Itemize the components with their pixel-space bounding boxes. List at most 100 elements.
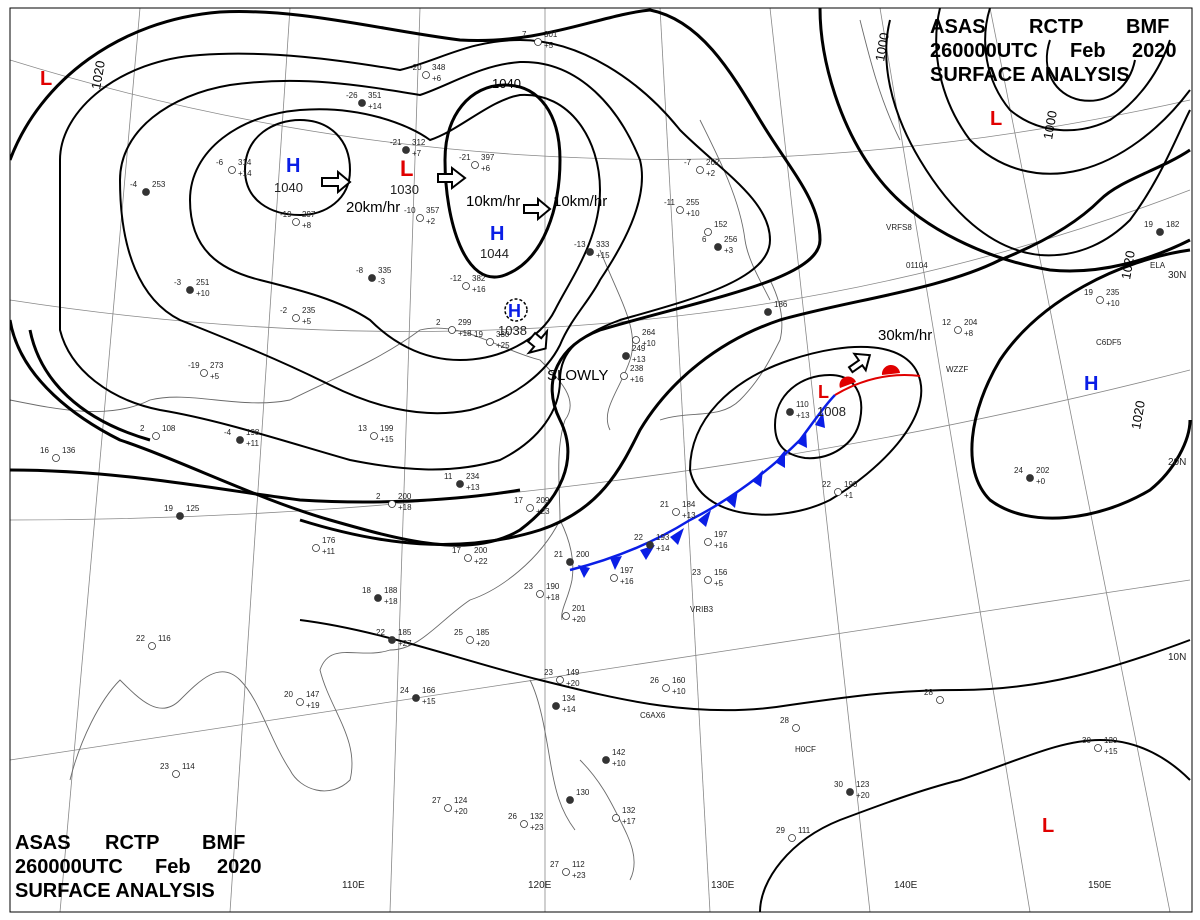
station-plot: 176+11: [312, 536, 336, 556]
station-tendency: +5: [714, 579, 724, 588]
station-plot: 11 234 +13: [444, 472, 480, 492]
ship-id: VRFS8: [886, 223, 912, 232]
station-pressure: 160: [672, 676, 686, 685]
station-circle: [586, 248, 594, 256]
station-circle: [186, 286, 194, 294]
station-pressure: 262: [706, 158, 720, 167]
ship-id: WZZF: [946, 365, 968, 374]
station-plot: 12 204 +8: [942, 318, 978, 338]
station-plot: 27 112 +23: [550, 860, 586, 880]
station-plot: -19 297 +8: [280, 210, 316, 230]
station-pressure: 335: [378, 266, 392, 275]
isobars: [10, 8, 1192, 912]
station-tendency: +20: [572, 615, 586, 624]
high-value: 1040: [274, 180, 303, 195]
station-plot: 28: [780, 716, 800, 732]
station-plot: 13 199 +15: [358, 424, 394, 444]
station-tendency: +6: [481, 164, 491, 173]
station-circle: [954, 326, 962, 334]
station-plot: 22 193 +14: [634, 533, 670, 553]
ship-ids: VRFS8 01104 WZZF C6DF5 ELA VRIB3 C6AX6 H…: [640, 223, 1166, 754]
station-tendency: +16: [472, 285, 486, 294]
high-center: H: [490, 223, 504, 245]
isobar-label: 1020: [1118, 249, 1138, 280]
station-circle: [416, 214, 424, 222]
station-pressure: 182: [1166, 220, 1180, 229]
station-circle: [402, 146, 410, 154]
motion-label: SLOWLY: [547, 367, 608, 384]
station-circle: [388, 636, 396, 644]
station-plot: -7 262 +2: [684, 158, 720, 178]
motion-label: 10km/hr: [553, 193, 607, 210]
station-circle: [552, 702, 560, 710]
station-circle: [374, 594, 382, 602]
station-temp: 22: [822, 480, 831, 489]
lon-label: 110E: [342, 880, 365, 891]
station-pressure: 204: [964, 318, 978, 327]
station-tendency: +2: [706, 169, 716, 178]
station-tendency: +20: [476, 639, 490, 648]
station-circle: [368, 274, 376, 282]
station-circle: [662, 684, 670, 692]
station-tendency: +20: [566, 679, 580, 688]
station-temp: 20: [284, 690, 293, 699]
station-temp: 17: [514, 496, 523, 505]
station-circle: [1096, 296, 1104, 304]
station-tendency: +8: [302, 221, 312, 230]
low-center: L: [40, 68, 52, 90]
station-circle: [176, 512, 184, 520]
station-tendency: +10: [642, 339, 656, 348]
station-pressure: 299: [458, 318, 472, 327]
station-circle: [704, 228, 712, 236]
isobar-label: 1000: [872, 31, 892, 62]
station-temp: -12: [450, 274, 462, 283]
station-tendency: +20: [856, 791, 870, 800]
station-pressure: 202: [1036, 466, 1050, 475]
station-temp: 26: [508, 812, 517, 821]
station-circle: [834, 488, 842, 496]
station-tendency: +18: [384, 597, 398, 606]
station-circle: [1156, 228, 1164, 236]
station-tendency: +11: [322, 547, 336, 556]
station-circle: [358, 99, 366, 107]
station-plot: 21 184 +13: [660, 500, 696, 520]
station-temp: 30: [1082, 736, 1091, 745]
station-circle: [412, 694, 420, 702]
motion-arrows: [321, 165, 872, 374]
station-tendency: +10: [1106, 299, 1120, 308]
station-tendency: +23: [530, 823, 544, 832]
station-temp: -4: [224, 428, 232, 437]
station-pressure: 235: [1106, 288, 1120, 297]
station-pressure: 301: [544, 30, 558, 39]
station-plot: -3 251 +10: [174, 278, 210, 298]
station-circle: [172, 770, 180, 778]
station-tendency: +17: [622, 817, 636, 826]
station-plot: 201+20: [562, 604, 586, 624]
station-plot: -10 357 +2: [404, 206, 440, 226]
station-circle: [714, 243, 722, 251]
lon-label: 130E: [711, 880, 735, 891]
station-plot: -2 235 +5: [280, 306, 316, 326]
station-circle: [788, 834, 796, 842]
station-pressure: 120: [1104, 736, 1118, 745]
station-circle: [676, 206, 684, 214]
station-tendency: +18: [546, 593, 560, 602]
station-plot: -6 314 +14: [216, 158, 252, 178]
station-plot: -13 333 +15: [574, 240, 610, 260]
station-plot: -21 397 +6: [459, 153, 495, 173]
lat-label: 20N: [1168, 457, 1186, 468]
station-temp: 11: [444, 472, 453, 481]
station-tendency: +13: [796, 411, 810, 420]
station-plot: 26 132 +23: [508, 812, 544, 832]
header-bottom-time: 260000UTC: [15, 856, 123, 878]
station-pressure: 125: [186, 504, 200, 513]
station-tendency: +16: [630, 375, 644, 384]
station-temp: 17: [452, 546, 461, 555]
isobar-labels: 1020 1040 1000 1000 1020 1020: [88, 31, 1148, 430]
station-circle: [646, 541, 654, 549]
high-center: H: [286, 155, 300, 177]
isobar-label: 1020: [88, 59, 108, 90]
high-value: 1044: [480, 246, 509, 261]
station-circle: [520, 820, 528, 828]
station-circle: [444, 804, 452, 812]
